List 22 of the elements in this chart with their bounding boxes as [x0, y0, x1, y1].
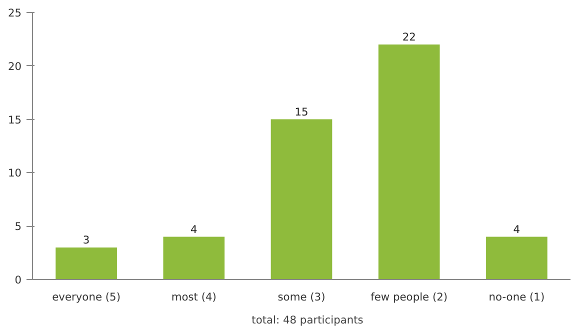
y-tick-label: 5 — [14, 220, 22, 234]
x-tick-label: most (4) — [171, 290, 216, 304]
bar — [163, 236, 225, 280]
y-tick-label: 15 — [8, 113, 22, 126]
x-tick-label: no-one (1) — [488, 290, 545, 304]
y-tick-label: 25 — [8, 6, 22, 20]
data-label: 22 — [402, 30, 416, 44]
y-tick-label: 0 — [14, 274, 22, 286]
bar — [486, 236, 548, 280]
y-tick-label: 10 — [8, 166, 22, 180]
data-label: 15 — [294, 105, 308, 118]
data-label: 3 — [82, 233, 90, 246]
y-tick-label: 20 — [8, 60, 22, 73]
text: total: 48 participants — [252, 314, 364, 326]
x-tick-label: some (3) — [278, 290, 326, 304]
x-tick-label: everyone (5) — [52, 290, 121, 304]
bar — [270, 119, 332, 280]
x-tick-label: few people (2) — [370, 290, 448, 304]
bar — [56, 247, 117, 280]
data-label: 4 — [513, 222, 520, 236]
data-label: 4 — [190, 222, 198, 236]
bar — [378, 44, 440, 280]
